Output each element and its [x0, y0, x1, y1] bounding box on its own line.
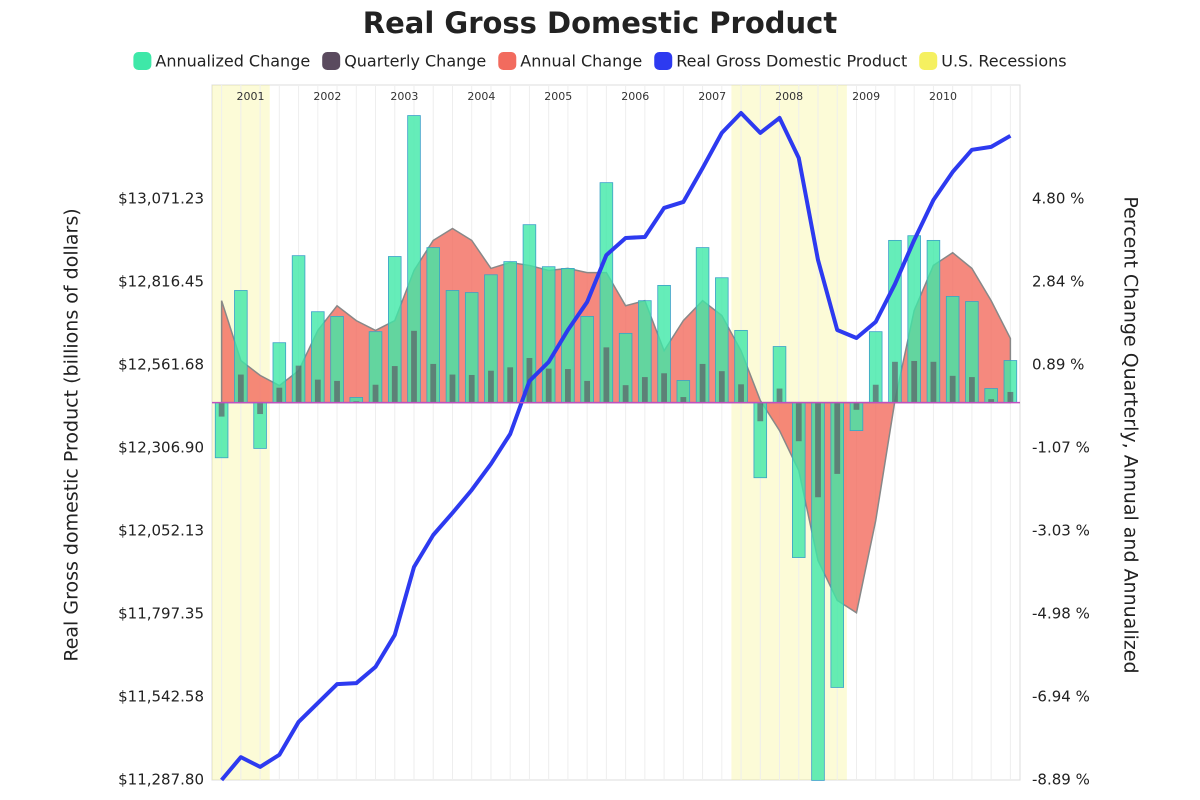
legend-swatch: [919, 52, 938, 70]
bar: [872, 384, 879, 403]
legend-label: Real Gross Domestic Product: [676, 52, 907, 71]
gdp-line: [220, 111, 1012, 782]
legend-item: Real Gross Domestic Product: [654, 52, 907, 71]
bar: [969, 377, 975, 403]
bar: [237, 374, 244, 403]
bar: [949, 375, 956, 403]
y2-axis-label: Percent Change Quarterly, Annual and Ann…: [1120, 196, 1142, 673]
bar: [565, 369, 571, 403]
bar: [776, 388, 783, 403]
y2-tick-label: -4.98 %: [1032, 604, 1090, 622]
bar: [622, 385, 629, 403]
x-tick-label: 2006: [621, 90, 649, 103]
bar: [545, 368, 552, 403]
bar: [411, 330, 417, 403]
x-tick-label: 2009: [852, 90, 880, 103]
legend-swatch: [133, 52, 152, 70]
bar: [930, 361, 937, 403]
bar: [988, 399, 995, 403]
y2-tick-label: -1.07 %: [1032, 438, 1090, 456]
bar: [372, 384, 379, 403]
bar: [853, 402, 860, 410]
legend: Annualized Change Quarterly Change Annual …: [133, 52, 1067, 71]
y-tick-label: $11,287.80: [118, 771, 204, 789]
bar: [449, 374, 456, 403]
bar: [911, 360, 918, 403]
legend-swatch: [498, 52, 517, 70]
bar: [738, 384, 744, 403]
bar: [641, 377, 648, 403]
bar: [757, 402, 764, 422]
y2-tick-label: 4.80 %: [1032, 189, 1084, 207]
x-tick-label: 2010: [929, 90, 957, 103]
bar: [834, 402, 841, 474]
legend-item: Quarterly Change: [322, 52, 486, 71]
y2-tick-label: -3.03 %: [1032, 522, 1090, 540]
x-tick-label: 2003: [390, 90, 418, 103]
legend-item: Annual Change: [498, 52, 642, 71]
bar: [661, 373, 667, 403]
bar: [603, 347, 610, 403]
y2-tick-label: -8.89 %: [1032, 771, 1090, 789]
y-tick-label: $11,797.35: [118, 604, 204, 622]
legend-label: Annualized Change: [155, 52, 310, 71]
legend-label: Annual Change: [520, 52, 642, 71]
x-tick-label: 2001: [236, 90, 264, 103]
y2-tick-label: 0.89 %: [1032, 355, 1084, 373]
bar: [815, 402, 821, 498]
y-tick-label: $11,542.58: [118, 687, 204, 705]
y-axis-label: Real Gross domestic Product (billions of…: [61, 208, 83, 661]
y-tick-label: $12,052.13: [118, 521, 204, 539]
legend-item: Annualized Change: [133, 52, 310, 71]
bar: [257, 402, 263, 415]
bar: [584, 380, 591, 403]
bar: [892, 361, 898, 403]
x-tick-label: 2007: [698, 90, 726, 103]
bar: [795, 402, 802, 442]
bar: [507, 367, 514, 403]
y2-tick-label: -6.94 %: [1032, 688, 1090, 706]
bar: [295, 365, 302, 403]
y-tick-label: $12,306.90: [118, 438, 204, 456]
y-tick-label: $12,561.68: [118, 355, 204, 373]
plot-area: [211, 84, 1021, 781]
bar: [430, 363, 437, 403]
bar: [468, 374, 475, 403]
x-tick-label: 2005: [544, 90, 572, 103]
bar: [699, 363, 706, 403]
x-tick-label: 2002: [313, 90, 341, 103]
y-tick-label: $13,071.23: [118, 189, 204, 207]
y-tick-label: $12,816.45: [118, 272, 204, 290]
bar: [488, 370, 494, 403]
y2-tick-label: 2.84 %: [1032, 272, 1084, 290]
legend-swatch: [654, 52, 673, 70]
bar: [680, 397, 687, 403]
legend-label: Quarterly Change: [344, 52, 486, 71]
bar: [1007, 391, 1014, 403]
legend-swatch: [322, 52, 341, 70]
legend-label: U.S. Recessions: [941, 52, 1066, 71]
x-tick-label: 2004: [467, 90, 495, 103]
x-tick-label: 2008: [775, 90, 803, 103]
bar: [391, 366, 398, 403]
chart-title: Real Gross Domestic Product: [363, 6, 838, 40]
legend-item: U.S. Recessions: [919, 52, 1067, 71]
bar: [314, 379, 321, 403]
bar: [718, 371, 725, 403]
bar: [218, 402, 225, 417]
bar: [334, 380, 340, 403]
bar: [276, 387, 283, 403]
